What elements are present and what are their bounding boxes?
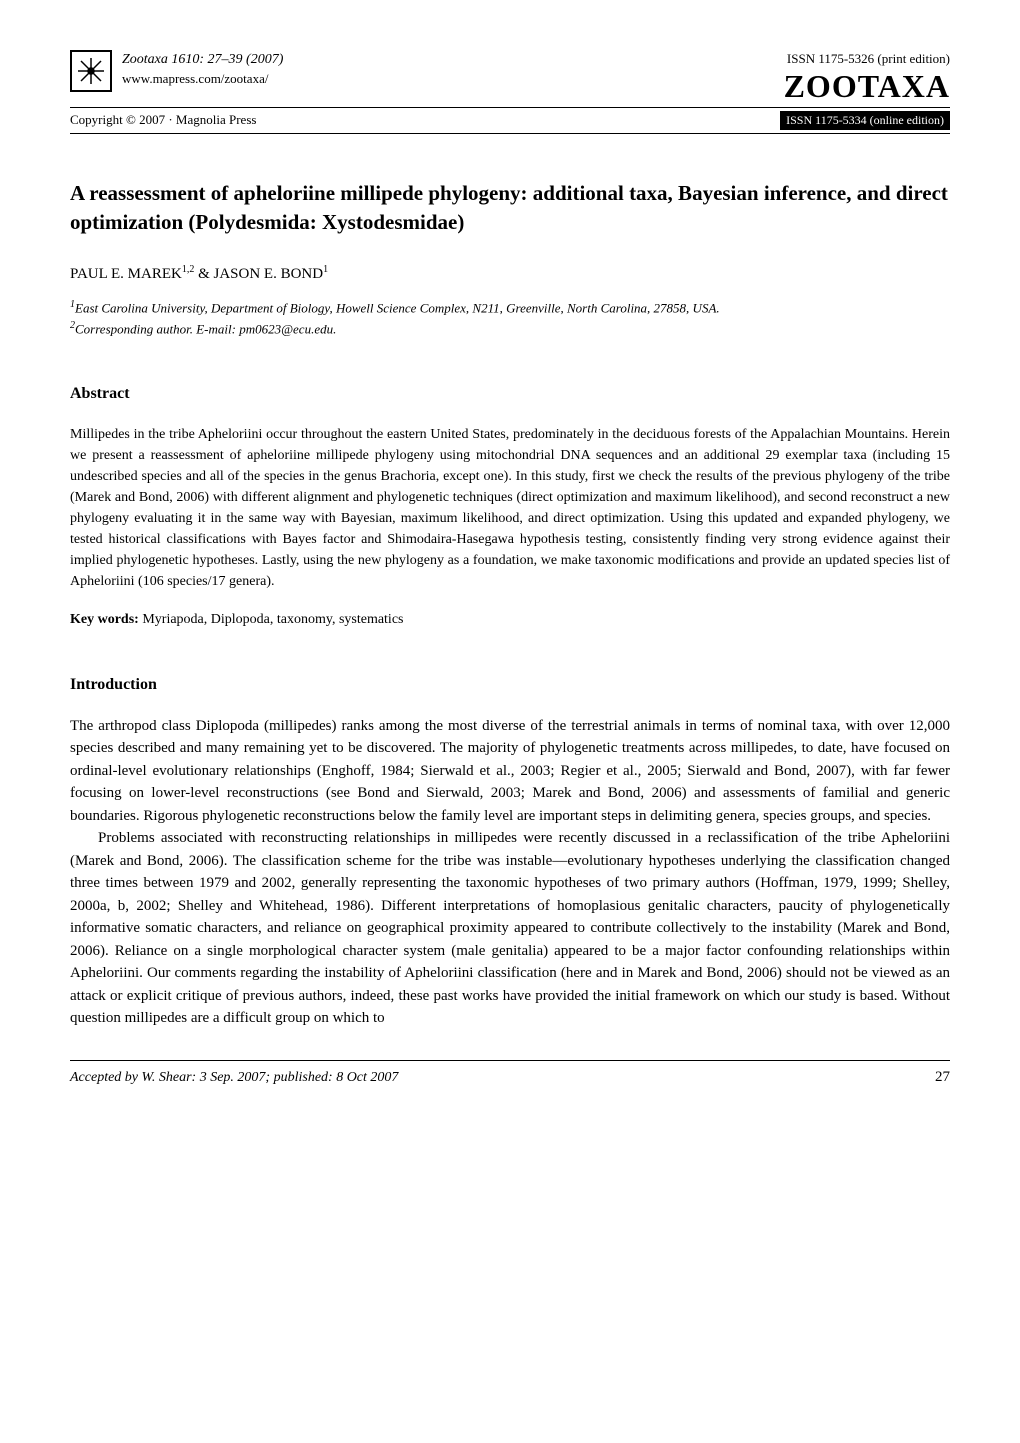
introduction-section: The arthropod class Diplopoda (millipede…: [70, 715, 950, 1030]
copyright-text: Copyright © 2007 · Magnolia Press: [70, 111, 256, 129]
publisher-logo: [70, 50, 112, 92]
header-row: Zootaxa 1610: 27–39 (2007) www.mapress.c…: [70, 50, 950, 102]
intro-para-2: Problems associated with reconstructing …: [70, 827, 950, 1030]
author-separator: & JASON E. BOND: [194, 266, 323, 282]
affiliation-1: East Carolina University, Department of …: [75, 300, 720, 315]
keywords-text: Myriapoda, Diplopoda, taxonomy, systemat…: [139, 612, 404, 627]
footer-row: Accepted by W. Shear: 3 Sep. 2007; publi…: [70, 1060, 950, 1088]
introduction-heading: Introduction: [70, 674, 950, 696]
affiliation-2: Corresponding author. E-mail: pm0623@ecu…: [75, 321, 336, 336]
abstract-text: Millipedes in the tribe Apheloriini occu…: [70, 424, 950, 592]
author-2-sup: 1: [323, 264, 328, 275]
authors: PAUL E. MAREK1,2 & JASON E. BOND1: [70, 263, 950, 285]
intro-para-1: The arthropod class Diplopoda (millipede…: [70, 715, 950, 828]
copyright-row: Copyright © 2007 · Magnolia Press ISSN 1…: [70, 107, 950, 134]
keywords-label: Key words:: [70, 612, 139, 627]
page-number: 27: [935, 1067, 950, 1088]
zootaxa-logo-text: ZOOTAXA: [784, 70, 950, 102]
accepted-text: Accepted by W. Shear: 3 Sep. 2007; publi…: [70, 1068, 398, 1088]
left-header: Zootaxa 1610: 27–39 (2007) www.mapress.c…: [70, 50, 283, 92]
author-1-sup: 1,2: [182, 264, 195, 275]
right-header: ISSN 1175-5326 (print edition) ZOOTAXA: [784, 50, 950, 102]
snowflake-icon: [76, 56, 106, 86]
journal-info: Zootaxa 1610: 27–39 (2007) www.mapress.c…: [122, 50, 283, 88]
issn-print: ISSN 1175-5326 (print edition): [784, 50, 950, 68]
author-1: PAUL E. MAREK: [70, 266, 182, 282]
issn-online: ISSN 1175-5334 (online edition): [780, 111, 950, 130]
journal-citation: Zootaxa 1610: 27–39 (2007): [122, 50, 283, 70]
keywords-line: Key words: Myriapoda, Diplopoda, taxonom…: [70, 610, 950, 630]
article-title: A reassessment of apheloriine millipede …: [70, 179, 950, 238]
affiliations: 1East Carolina University, Department of…: [70, 297, 950, 339]
abstract-heading: Abstract: [70, 383, 950, 405]
journal-url: www.mapress.com/zootaxa/: [122, 70, 283, 88]
